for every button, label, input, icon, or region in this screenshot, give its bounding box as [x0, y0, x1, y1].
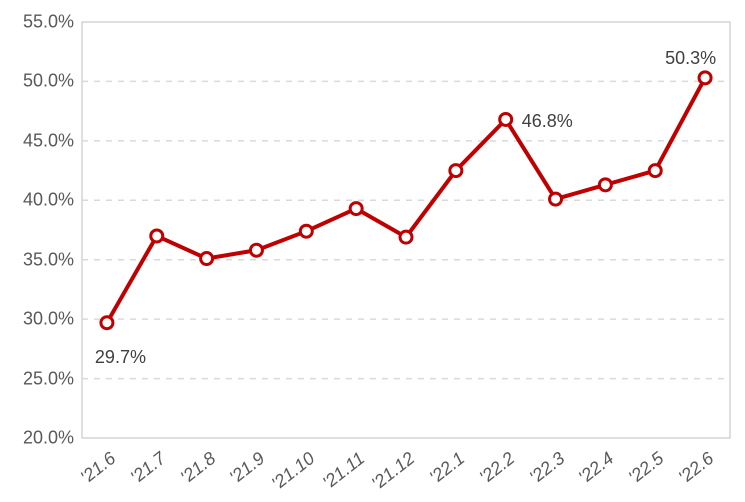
data-point-label: 50.3% [665, 48, 716, 69]
y-tick-label: 20.0% [23, 428, 74, 449]
y-tick-label: 25.0% [23, 368, 74, 389]
y-tick-label: 40.0% [23, 190, 74, 211]
y-tick-label: 55.0% [23, 12, 74, 33]
y-tick-label: 30.0% [23, 309, 74, 330]
data-point-label: 29.7% [95, 347, 146, 368]
line-chart: 20.0% 25.0% 30.0% 35.0% 40.0% 45.0% 50.0% 55.0%… [0, 0, 745, 502]
data-point-label: 46.8% [522, 111, 573, 132]
y-tick-label: 45.0% [23, 130, 74, 151]
chart-svg [0, 0, 745, 502]
y-tick-label: 50.0% [23, 71, 74, 92]
y-tick-label: 35.0% [23, 249, 74, 270]
